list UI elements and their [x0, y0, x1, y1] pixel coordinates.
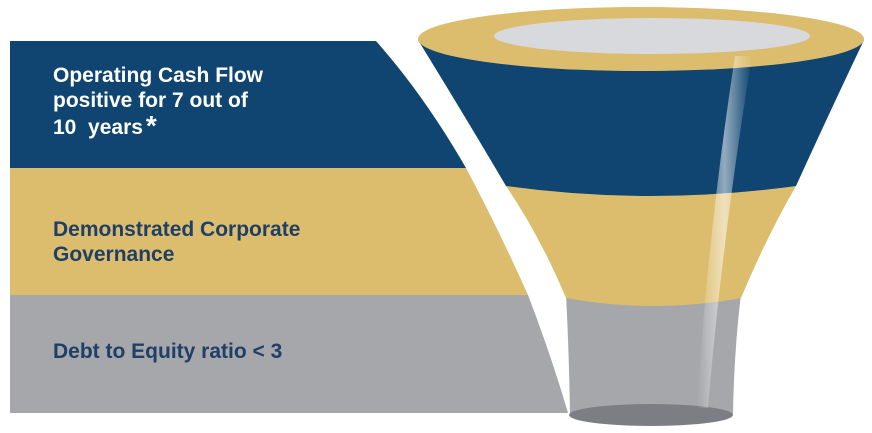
funnel-gray-section	[566, 294, 741, 421]
level-3-line-1: Debt to Equity ratio < 3	[53, 340, 283, 363]
funnel-navy-section	[418, 40, 864, 196]
band-gold	[10, 168, 528, 295]
level-1-line-3: 10 years	[53, 116, 143, 139]
level-2-line-2: Governance	[53, 243, 175, 266]
level-2-label: Demonstrated Corporate Governance	[53, 217, 300, 267]
band-navy	[10, 41, 466, 168]
level-3-label: Debt to Equity ratio < 3	[53, 339, 282, 364]
band-gray	[10, 295, 568, 413]
funnel-bottom-rim	[569, 404, 733, 426]
funnel-gold-section	[506, 186, 796, 306]
asterisk-footnote-marker: *	[145, 110, 157, 141]
funnel-highlight	[697, 56, 752, 408]
level-1-label: Operating Cash Flow positive for 7 out o…	[53, 63, 263, 140]
level-2-line-1: Demonstrated Corporate	[53, 218, 301, 241]
level-1-line-2: positive for 7 out of	[53, 89, 248, 112]
level-1-line-1: Operating Cash Flow	[53, 64, 264, 87]
funnel-opening	[494, 18, 810, 54]
